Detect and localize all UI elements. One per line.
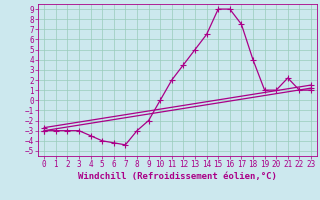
X-axis label: Windchill (Refroidissement éolien,°C): Windchill (Refroidissement éolien,°C) xyxy=(78,172,277,181)
